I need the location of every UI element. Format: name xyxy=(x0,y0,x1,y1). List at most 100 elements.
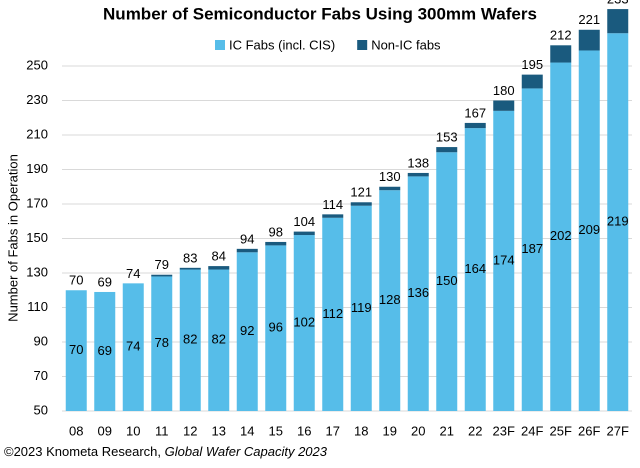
bar-segment xyxy=(236,252,258,411)
bar-segment xyxy=(151,274,173,277)
bar-segment xyxy=(407,172,429,177)
y-tick-label: 70 xyxy=(34,368,48,383)
x-tick-label: 19 xyxy=(383,423,397,438)
x-tick-label: 15 xyxy=(269,423,283,438)
bar-segment xyxy=(578,29,600,51)
value-label: 82 xyxy=(183,332,197,347)
total-label: 195 xyxy=(521,57,543,72)
x-tick-label: 13 xyxy=(212,423,226,438)
legend-label: IC Fabs (incl. CIS) xyxy=(229,37,335,52)
value-label: 187 xyxy=(521,241,543,256)
total-label: 83 xyxy=(183,250,197,265)
total-label: 130 xyxy=(379,169,401,184)
value-label: 150 xyxy=(436,273,458,288)
bar-segment xyxy=(179,269,201,411)
x-tick-label: 26F xyxy=(578,423,600,438)
value-label: 74 xyxy=(126,339,140,354)
x-tick-label: 17 xyxy=(326,423,340,438)
bar-segment xyxy=(607,33,629,411)
bar-segment xyxy=(122,283,144,411)
value-label: 202 xyxy=(550,228,572,243)
value-label: 219 xyxy=(607,214,629,229)
x-tick-label: 27F xyxy=(607,423,629,438)
value-label: 78 xyxy=(155,335,169,350)
total-label: 121 xyxy=(350,185,372,200)
total-label: 98 xyxy=(269,224,283,239)
legend-swatch xyxy=(215,40,225,50)
source: ©2023 Knometa Research, Global Wafer Cap… xyxy=(4,444,328,459)
bar-segment xyxy=(265,241,287,246)
bar-segment xyxy=(322,214,344,218)
x-tick-label: 16 xyxy=(297,423,311,438)
value-label: 136 xyxy=(407,285,429,300)
legend-swatch xyxy=(357,40,368,50)
bar-segment xyxy=(607,9,629,34)
bar-segment xyxy=(493,110,515,411)
y-tick-label: 210 xyxy=(26,126,48,141)
value-label: 112 xyxy=(322,306,343,321)
total-label: 221 xyxy=(578,12,600,27)
bar-segment xyxy=(208,269,230,411)
value-label: 96 xyxy=(269,320,283,335)
y-axis-label: Number of Fabs in Operation xyxy=(5,154,20,322)
y-tick-label: 50 xyxy=(34,402,48,417)
bar-segment xyxy=(436,152,458,411)
source-text: ©2023 Knometa Research, xyxy=(4,444,161,459)
y-tick-label: 170 xyxy=(26,195,48,210)
value-label: 69 xyxy=(98,343,112,358)
total-label: 84 xyxy=(212,249,226,264)
value-label: 209 xyxy=(578,222,600,237)
total-label: 74 xyxy=(126,266,140,281)
bar-segment xyxy=(550,45,572,63)
chart-title: Number of Semiconductor Fabs Using 300mm… xyxy=(103,4,537,23)
bar-segment xyxy=(208,266,230,270)
y-tick-label: 130 xyxy=(26,264,48,279)
bar-segment xyxy=(379,186,401,191)
bar-segment xyxy=(322,217,344,411)
bar-segment xyxy=(151,276,173,411)
value-label: 70 xyxy=(69,342,83,357)
bar-segment xyxy=(94,291,116,411)
x-tick-label: 23F xyxy=(493,423,515,438)
x-tick-label: 25F xyxy=(550,423,572,438)
value-label: 92 xyxy=(240,323,254,338)
value-label: 174 xyxy=(493,252,515,267)
value-label: 164 xyxy=(464,261,486,276)
y-tick-label: 250 xyxy=(26,57,48,72)
total-label: 79 xyxy=(155,257,169,272)
bar-segment xyxy=(293,235,315,411)
bar-segment xyxy=(179,267,201,270)
x-tick-label: 12 xyxy=(183,423,197,438)
total-label: 69 xyxy=(98,274,112,289)
source-italic: Global Wafer Capacity 2023 xyxy=(165,444,328,459)
value-label: 119 xyxy=(351,300,372,315)
total-label: 167 xyxy=(464,105,486,120)
y-tick-label: 90 xyxy=(34,333,48,348)
x-tick-label: 21 xyxy=(440,423,454,438)
bar-segment xyxy=(521,74,543,89)
total-label: 153 xyxy=(436,130,458,145)
x-tick-label: 11 xyxy=(155,423,169,438)
total-label: 94 xyxy=(240,231,254,246)
bar-segment xyxy=(464,122,486,129)
total-label: 212 xyxy=(550,28,572,43)
bar-segment xyxy=(407,176,429,411)
total-label: 233 xyxy=(607,0,629,7)
value-label: 82 xyxy=(212,332,226,347)
bar-segment xyxy=(265,245,287,411)
y-tick-label: 150 xyxy=(26,230,48,245)
bar-segment xyxy=(379,190,401,411)
legend-label: Non-IC fabs xyxy=(371,37,441,52)
total-label: 138 xyxy=(407,155,429,170)
x-tick-label: 20 xyxy=(411,423,425,438)
y-tick-label: 190 xyxy=(26,161,48,176)
bar-segment xyxy=(293,231,315,236)
bar-segment xyxy=(521,88,543,412)
total-label: 104 xyxy=(293,214,315,229)
x-tick-label: 18 xyxy=(354,423,368,438)
x-tick-label: 24F xyxy=(521,423,543,438)
bar-segment xyxy=(550,62,572,412)
bar-segment xyxy=(493,100,515,111)
bar-segment xyxy=(236,248,258,253)
